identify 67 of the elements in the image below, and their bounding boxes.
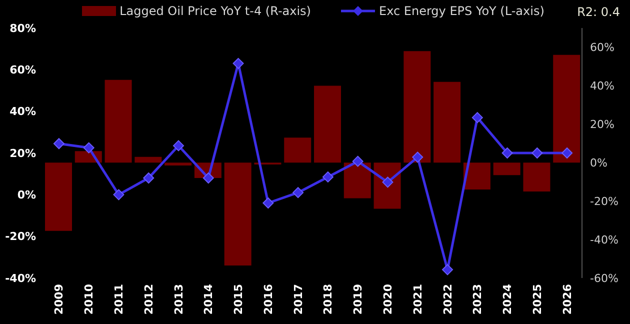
y-tick-label: 0% — [17, 188, 36, 202]
x-tick-label: 2011 — [112, 284, 126, 315]
y-tick-label: 80% — [10, 22, 36, 35]
bar — [344, 162, 371, 198]
point — [442, 264, 453, 276]
x-tick-label: 2016 — [262, 284, 275, 315]
bar — [45, 162, 72, 231]
point — [562, 148, 573, 158]
point — [532, 148, 543, 158]
point — [322, 171, 334, 182]
x-tick-label: 2018 — [322, 284, 335, 315]
point — [173, 140, 184, 152]
y2-tick-label: -40% — [590, 233, 618, 246]
bar — [314, 86, 341, 163]
bar — [434, 82, 461, 163]
bar — [104, 80, 132, 163]
point — [292, 187, 304, 198]
y2-tick-label: -20% — [590, 194, 618, 208]
x-tick-label: 2010 — [82, 284, 96, 315]
point — [262, 198, 274, 208]
x-tick-label: 2013 — [172, 284, 186, 315]
x-tick-label: 2009 — [52, 284, 66, 315]
point — [232, 58, 244, 69]
x-tick-label: 2025 — [530, 284, 544, 315]
point — [502, 148, 513, 158]
point — [382, 176, 394, 188]
legend-label: Exc Energy EPS YoY (L-axis) — [379, 4, 544, 18]
y-tick-label: 60% — [10, 64, 36, 77]
point — [113, 189, 124, 200]
x-tick-label: 2021 — [411, 284, 424, 315]
y2-tick-label: 60% — [590, 41, 614, 54]
x-tick-label: 2014 — [202, 284, 216, 315]
point — [143, 172, 154, 184]
text: R2: 0.4 — [577, 5, 620, 19]
bar — [224, 162, 252, 266]
y-tick-label: 20% — [10, 146, 36, 160]
x-tick-label: 2024 — [501, 284, 514, 315]
bar — [284, 138, 312, 163]
bar — [164, 162, 192, 166]
x-tick-label: 2019 — [352, 284, 365, 315]
point — [472, 112, 483, 124]
y2-tick-label: 20% — [590, 118, 614, 132]
bar — [463, 162, 490, 190]
x-tick-label: 2022 — [441, 284, 454, 315]
point — [53, 138, 64, 150]
point — [412, 152, 424, 163]
bar — [493, 162, 520, 176]
y-tick-label: -40% — [5, 272, 36, 285]
x-tick-label: 2017 — [292, 284, 305, 315]
y-tick-label: 40% — [10, 105, 36, 118]
bar — [404, 51, 431, 163]
y-tick-label: -20% — [5, 230, 36, 244]
point — [83, 142, 94, 154]
x-tick-label: 2026 — [560, 284, 574, 315]
bar — [523, 162, 550, 192]
bar — [134, 156, 162, 163]
point — [202, 172, 214, 184]
y2-tick-label: -60% — [590, 272, 618, 285]
bar — [553, 54, 580, 163]
point — [352, 156, 364, 167]
legend-label: Lagged Oil Price YoY t-4 (R-axis) — [120, 4, 311, 18]
y2-tick-label: 40% — [590, 80, 614, 93]
x-tick-label: 2015 — [232, 284, 246, 315]
x-tick-label: 2012 — [142, 284, 156, 315]
y2-tick-label: 0% — [590, 156, 608, 170]
x-tick-label: 2023 — [471, 284, 484, 315]
x-tick-label: 2020 — [382, 284, 395, 315]
